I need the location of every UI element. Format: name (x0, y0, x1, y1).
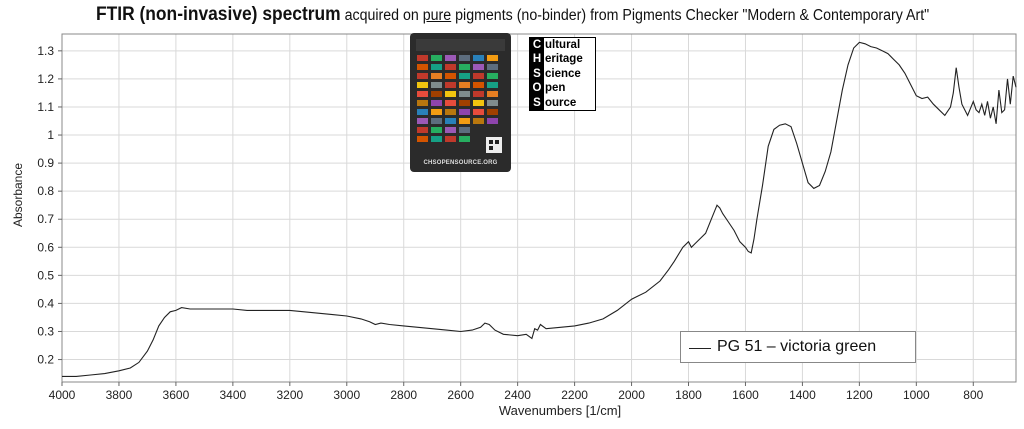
x-tick-label: 3200 (276, 388, 303, 402)
chart-title-pre: acquired on (340, 7, 423, 24)
card-caption: CHSOPENSOURCE.ORG (423, 160, 498, 166)
x-tick-label: 800 (963, 388, 983, 402)
logo-word: ultural (545, 39, 581, 51)
logo-letter: C (532, 39, 542, 51)
legend-label: PG 51 – victoria green (717, 338, 877, 355)
chart-title-bold: FTIR (non-invasive) spectrum (96, 4, 341, 25)
legend-swatch (689, 348, 711, 349)
chart-title: FTIR (non-invasive) spectrum acquired on… (8, 4, 1016, 26)
x-tick-label: 3400 (220, 388, 247, 402)
x-tick-label: 2000 (618, 388, 645, 402)
y-tick-label: 0.7 (37, 212, 54, 226)
y-tick-label: 1.1 (37, 100, 54, 114)
y-tick-label: 0.5 (37, 268, 54, 282)
x-tick-label: 4000 (49, 388, 76, 402)
legend: PG 51 – victoria green (680, 331, 916, 363)
y-tick-label: 0.9 (37, 156, 54, 170)
series-line-pg51 (62, 41, 1017, 377)
logo-letter: H (532, 53, 542, 66)
logo-letter: S (533, 67, 541, 80)
x-tick-label: 1400 (789, 388, 816, 402)
y-tick-label: 0.3 (37, 324, 54, 338)
y-axis-label: Absorbance (11, 162, 25, 228)
y-tick-label: 1.2 (37, 72, 54, 86)
x-axis-label: Wavenumbers [1/cm] (498, 403, 622, 418)
axis-ticks: 4000 3800 3600 3400 3200 3000 2800 2600 2400 2200… (37, 44, 983, 402)
chart-title-underlined: pure (422, 7, 452, 24)
y-tick-label: 0.8 (37, 184, 54, 198)
pigment-swatch-grid (416, 39, 505, 153)
x-tick-label: 3600 (163, 388, 190, 402)
pigments-checker-image: CHSOPENSOURCE.ORG (410, 33, 511, 172)
logo-word: pen (545, 82, 566, 95)
x-tick-label: 1000 (903, 388, 930, 402)
y-tick-label: 0.4 (37, 296, 54, 310)
x-tick-label: 3000 (333, 388, 360, 402)
x-tick-label: 2600 (447, 388, 474, 402)
y-tick-label: 1.3 (37, 44, 54, 58)
logo-letter: S (533, 96, 541, 109)
x-tick-label: 3800 (106, 388, 133, 402)
logo-word: cience (545, 67, 581, 80)
logo-letter: O (532, 82, 542, 95)
y-tick-label: 0.2 (37, 353, 54, 367)
x-tick-label: 1200 (846, 388, 873, 402)
logo-word: ource (545, 96, 577, 109)
plot-frame (61, 33, 1017, 383)
chart-title-post: pigments (no-binder) from Pigments Check… (451, 7, 930, 24)
y-tick-label: 0.6 (37, 240, 54, 254)
x-tick-label: 1600 (732, 388, 759, 402)
x-tick-label: 1800 (675, 388, 702, 402)
y-tick-label: 1 (47, 128, 54, 142)
logo-word: eritage (545, 53, 583, 66)
x-tick-label: 2800 (390, 388, 417, 402)
x-tick-label: 2400 (504, 388, 531, 402)
x-tick-label: 2200 (561, 388, 588, 402)
